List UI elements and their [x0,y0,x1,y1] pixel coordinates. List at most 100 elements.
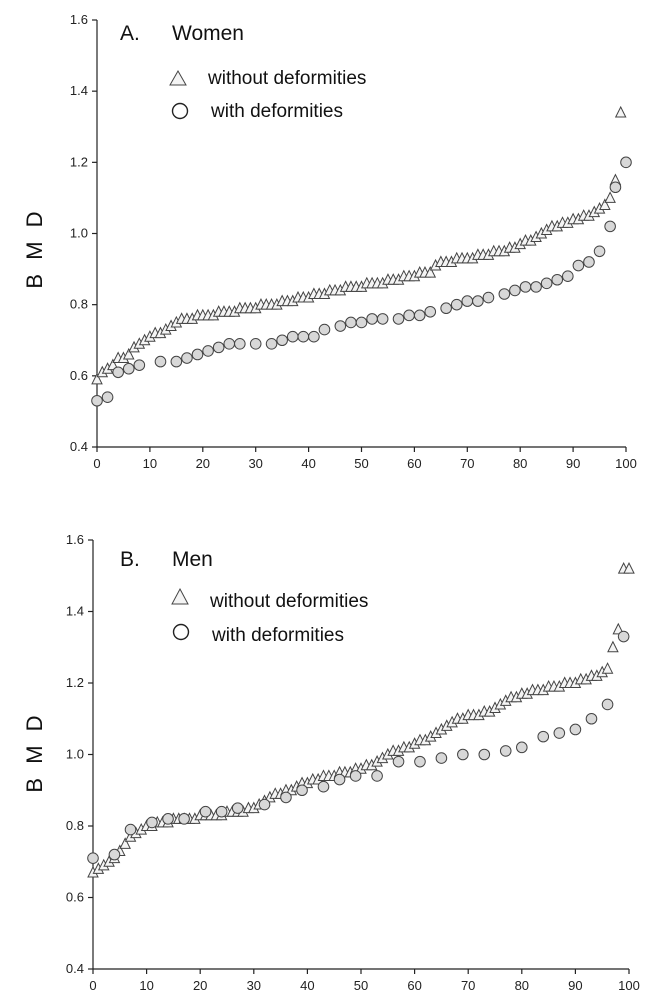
data-point-with-deformities [551,273,564,286]
data-point-with-deformities [91,394,103,407]
legend-label-with-deformities: with deformities [211,625,344,646]
x-tick-label: 70 [461,978,475,993]
data-point-with-deformities [181,352,193,364]
data-point-with-deformities [212,341,225,354]
x-tick-label: 30 [248,456,262,471]
data-point-with-deformities [108,848,121,861]
data-point-with-deformities [191,348,204,361]
data-point-with-deformities [392,755,405,768]
data-point-with-deformities [601,698,614,711]
data-point-without-deformities [623,561,635,574]
y-axis-label: B M D [22,207,47,288]
data-point-with-deformities [371,770,383,782]
y-tick-label: 1.2 [66,675,84,690]
data-point-with-deformities [537,730,550,743]
panel-women: A. Women without deformities with deform… [22,12,637,471]
y-tick-label: 1.0 [66,747,84,762]
x-tick-label: 10 [143,456,157,471]
x-tick-label: 20 [196,456,210,471]
data-point-with-deformities [345,316,357,329]
x-tick-label: 80 [513,456,527,471]
legend-label-without-deformities: without deformities [209,591,368,612]
data-point-with-deformities [112,366,124,379]
data-point-with-deformities [286,330,299,343]
data-point-with-deformities [509,284,521,297]
data-point-with-deformities [593,245,606,258]
x-tick-label: 90 [568,978,582,993]
data-point-with-deformities [478,748,491,761]
x-tick-label: 100 [615,456,637,471]
data-point-with-deformities [366,313,378,325]
data-point-with-deformities [585,712,598,725]
data-point-with-deformities [482,291,495,304]
data-point-with-deformities [620,156,632,169]
data-point-with-deformities [215,805,228,818]
y-tick-label: 0.6 [66,890,84,905]
x-tick-label: 70 [460,456,474,471]
x-tick-label: 30 [247,978,261,993]
data-point-with-deformities [450,298,463,311]
x-tick-label: 90 [566,456,580,471]
data-point-with-deformities [178,813,190,825]
data-point-with-deformities [413,309,426,322]
data-point-with-deformities [146,816,158,829]
data-point-with-deformities [124,823,137,836]
legend-label-without-deformities: without deformities [207,68,366,89]
data-point-with-deformities [516,741,528,754]
data-point-without-deformities [604,191,616,203]
y-tick-label: 0.6 [70,368,88,383]
data-point-with-deformities [376,313,389,325]
data-point-with-deformities [276,334,288,347]
x-tick-label: 0 [89,978,96,993]
data-point-with-deformities [472,295,484,307]
y-tick-label: 1.4 [66,604,84,619]
y-tick-label: 0.8 [66,818,84,833]
data-point-without-deformities [614,105,627,118]
y-tick-label: 0.8 [70,297,88,312]
y-tick-label: 1.6 [70,12,88,27]
data-point-with-deformities [617,630,630,643]
data-point-with-deformities [440,302,452,315]
data-point-without-deformities [119,837,131,849]
data-point-with-deformities [424,305,437,318]
x-tick-label: 40 [300,978,314,993]
data-point-with-deformities [334,320,347,332]
panel-subtitle: Women [172,22,244,45]
data-point-without-deformities [612,622,625,635]
y-tick-label: 0.4 [66,961,84,976]
data-point-with-deformities [414,755,426,768]
data-point-with-deformities [519,281,532,293]
legend-triangle-icon [171,587,189,605]
panel-title: A. [120,22,140,45]
data-point-with-deformities [499,745,512,757]
legend-circle-icon [171,102,189,120]
legend-label-with-deformities: with deformities [210,101,343,122]
x-tick-label: 100 [618,978,640,993]
x-tick-label: 50 [354,456,368,471]
panel-title: B. [120,548,140,571]
y-tick-label: 1.6 [66,532,84,547]
data-point-with-deformities [199,805,212,818]
data-point-without-deformities [424,266,437,278]
data-point-with-deformities [553,727,566,739]
data-point-with-deformities [308,330,320,343]
y-axis-label: B M D [22,711,47,792]
data-point-with-deformities [461,295,474,307]
data-point-with-deformities [249,338,262,350]
data-point-with-deformities [435,752,448,764]
data-point-with-deformities [318,323,331,336]
data-point-with-deformities [540,277,553,290]
data-point-without-deformities [607,640,619,653]
data-point-without-deformities [91,372,103,385]
data-point-with-deformities [333,773,346,786]
panel-subtitle: Men [172,548,213,571]
data-point-with-deformities [392,313,405,325]
data-point-with-deformities [280,791,292,804]
y-tick-label: 0.4 [70,439,88,454]
x-tick-label: 10 [139,978,153,993]
data-point-with-deformities [403,309,415,322]
x-tick-label: 40 [301,456,315,471]
data-point-with-deformities [530,281,542,293]
x-tick-label: 80 [515,978,529,993]
